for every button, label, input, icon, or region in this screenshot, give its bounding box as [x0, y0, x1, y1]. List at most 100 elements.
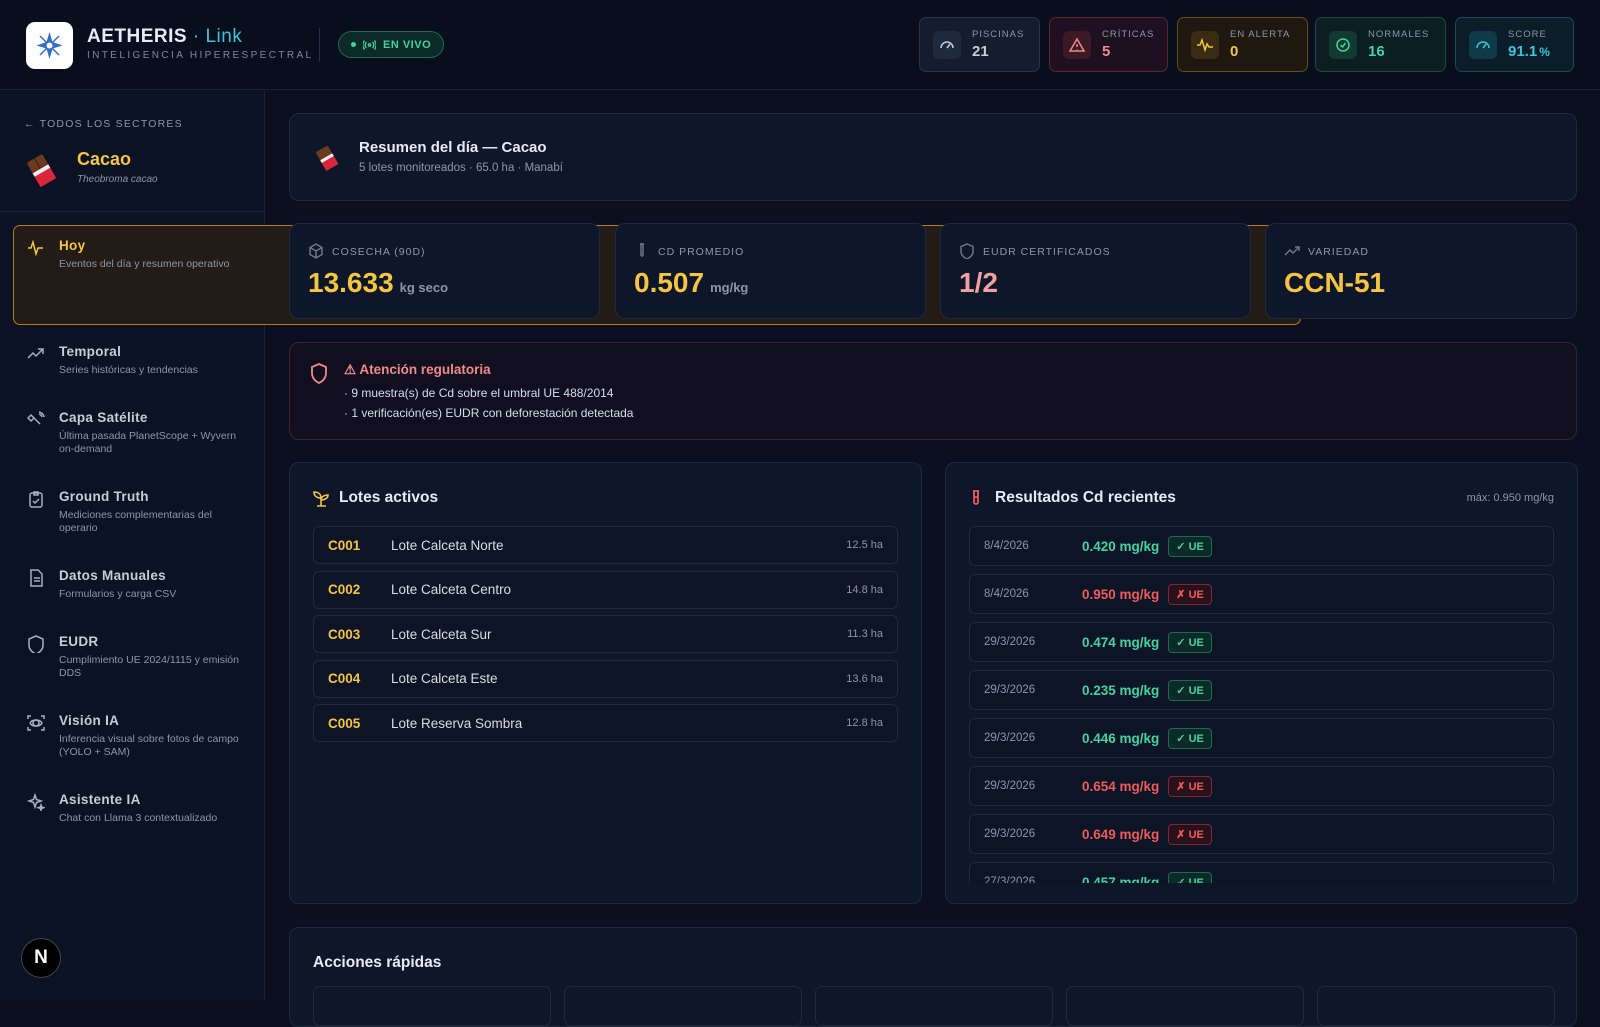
action-button[interactable] [1317, 986, 1555, 1026]
tagline: INTELIGENCIA HIPERESPECTRAL [87, 50, 314, 61]
live-badge: EN VIVO [338, 31, 445, 58]
summary-title: Resumen del día — Cacao [359, 139, 547, 156]
lote-name: Lote Calceta Centro [391, 582, 512, 597]
cd-badge: ✓ UE [1168, 679, 1212, 701]
sector-icon [27, 154, 57, 188]
live-label: EN VIVO [383, 38, 432, 51]
nav-item[interactable]: Capa Satélite Última pasada PlanetScope +… [13, 397, 252, 470]
cd-badge: ✓ UE [1168, 535, 1212, 557]
cd-row: 29/3/2026 0.654 mg/kg ✗ UE [969, 766, 1554, 806]
stat-value: 0 [1230, 43, 1239, 60]
kpi-card: EUDR CERTIFICADOS 1/2 [940, 223, 1251, 319]
lote-row[interactable]: C002 Lote Calceta Centro 14.8 ha [313, 570, 898, 609]
avatar[interactable]: N [21, 938, 61, 978]
action-button[interactable] [313, 986, 551, 1026]
cd-value: 0.235 mg/kg [1082, 682, 1160, 698]
lote-row[interactable]: C001 Lote Calceta Norte 12.5 ha [313, 526, 898, 564]
stat-label: SCORE [1508, 29, 1547, 40]
nav-item[interactable]: Datos Manuales Formularios y carga CSV [13, 555, 252, 615]
nav-desc: Mediciones complementarias del operario [59, 509, 212, 534]
lote-area: 13.6 ha [846, 672, 883, 685]
nav-title: Asistente IA [59, 792, 141, 807]
nav-desc: Series históricas y tendencias [59, 364, 198, 376]
nav-title: Temporal [59, 344, 122, 359]
actions-card: Acciones rápidas [289, 927, 1577, 1027]
kpi-value: 13.633 [308, 267, 394, 298]
lote-code: C005 [328, 715, 361, 731]
lote-name: Lote Calceta Este [391, 671, 498, 686]
lote-code: C003 [328, 626, 361, 642]
nav-item[interactable]: Visión IA Inferencia visual sobre fotos d… [13, 700, 252, 773]
lote-row[interactable]: C004 Lote Calceta Este 13.6 ha [313, 659, 898, 698]
nav-item[interactable]: Asistente IA Chat con Llama 3 contextuali… [13, 779, 252, 839]
kpi-label: VARIEDAD [1308, 246, 1369, 258]
kpi-unit: mg/kg [710, 280, 749, 295]
lote-name: Lote Calceta Sur [391, 626, 492, 642]
divider [319, 28, 320, 62]
lote-code: C004 [328, 671, 361, 686]
stat-unit: % [1539, 45, 1550, 59]
cd-value: 0.420 mg/kg [1082, 538, 1160, 554]
stat-value: 16 [1368, 43, 1385, 60]
lote-area: 11.3 ha [847, 628, 883, 640]
lotes-panel: Lotes activos C001 Lote Calceta Norte 12.5… [289, 462, 922, 904]
nav-item[interactable]: EUDR Cumplimiento UE 2024/1115 y emisión … [13, 621, 252, 694]
sector-name: Cacao [77, 149, 132, 169]
cd-badge: ✗ UE [1168, 823, 1212, 845]
cd-value: 0.474 mg/kg [1082, 634, 1160, 650]
panel-title: Acciones rápidas [313, 954, 442, 971]
logo [26, 22, 73, 69]
back-link[interactable]: ← TODOS LOS SECTORES [24, 118, 183, 130]
action-button[interactable] [1066, 986, 1304, 1026]
nav-desc: Formularios y carga CSV [59, 588, 177, 600]
cd-date: 29/3/2026 [984, 828, 1036, 840]
cd-row: 8/4/2026 0.420 mg/kg ✓ UE [969, 526, 1554, 566]
cd-row: 29/3/2026 0.446 mg/kg ✓ UE [969, 718, 1554, 758]
cd-date: 29/3/2026 [984, 732, 1036, 744]
cd-value: 0.950 mg/kg [1082, 586, 1160, 602]
nav-title: Visión IA [59, 713, 120, 728]
stat-value: 5 [1102, 43, 1111, 60]
stat-label: NORMALES [1368, 29, 1430, 40]
stat-value: 91.1 [1508, 43, 1538, 60]
stat-label: EN ALERTA [1230, 29, 1291, 40]
nav-title: Ground Truth [59, 489, 149, 504]
lote-area: 12.8 ha [846, 717, 883, 729]
stat-value: 21 [972, 43, 989, 60]
alert-title: ⚠ Atención regulatoria [344, 362, 491, 377]
lote-code: C001 [328, 537, 361, 553]
cd-panel: Resultados Cd recientes máx: 0.950 mg/kg… [945, 462, 1578, 904]
action-button[interactable] [815, 986, 1053, 1026]
nav-title: Capa Satélite [59, 410, 148, 425]
nav-item[interactable]: Temporal Series históricas y tendencias [13, 331, 252, 391]
stat-card: CRÍTICAS 5 [1049, 17, 1168, 72]
divider [0, 211, 265, 212]
stat-label: CRÍTICAS [1102, 29, 1155, 40]
sidebar: ← TODOS LOS SECTORES Cacao Theobroma cac… [0, 91, 1301, 1000]
nav-title: EUDR [59, 634, 99, 649]
alert-item: · 9 muestra(s) de Cd sobre el umbral UE … [344, 386, 614, 400]
cd-date: 29/3/2026 [984, 684, 1036, 696]
cd-date: 8/4/2026 [984, 540, 1029, 552]
cd-value: 0.457 mg/kg [1082, 874, 1160, 884]
cd-value: 0.654 mg/kg [1082, 778, 1160, 794]
nav-desc: Cumplimiento UE 2024/1115 y emisión DDS [59, 654, 239, 679]
header: AETHERIS · Link INTELIGENCIA HIPERESPECT… [0, 0, 1600, 90]
lote-row[interactable]: C005 Lote Reserva Sombra 12.8 ha [313, 704, 898, 742]
lote-row[interactable]: C003 Lote Calceta Sur 11.3 ha [313, 615, 898, 653]
stat-card: SCORE 91.1% [1455, 17, 1574, 72]
cd-row: 29/3/2026 0.649 mg/kg ✗ UE [969, 814, 1554, 854]
stat-card: PISCINAS 21 [919, 17, 1040, 72]
summary-card: Resumen del día — Cacao 5 lotes monitore… [289, 113, 1577, 201]
kpi-label: CD PROMEDIO [658, 246, 745, 258]
stat-card: EN ALERTA 0 [1177, 17, 1308, 72]
panel-title: Resultados Cd recientes [995, 489, 1176, 506]
action-button[interactable] [564, 986, 802, 1026]
panel-title: Lotes activos [339, 489, 439, 506]
nav-item[interactable]: Ground Truth Mediciones complementarias d… [13, 476, 252, 549]
lote-name: Lote Calceta Norte [391, 537, 504, 553]
cd-badge: ✗ UE [1168, 583, 1212, 605]
cd-badge: ✓ UE [1168, 727, 1212, 749]
cd-badge: ✓ UE [1168, 871, 1212, 883]
cd-date: 27/3/2026 [984, 876, 1036, 883]
